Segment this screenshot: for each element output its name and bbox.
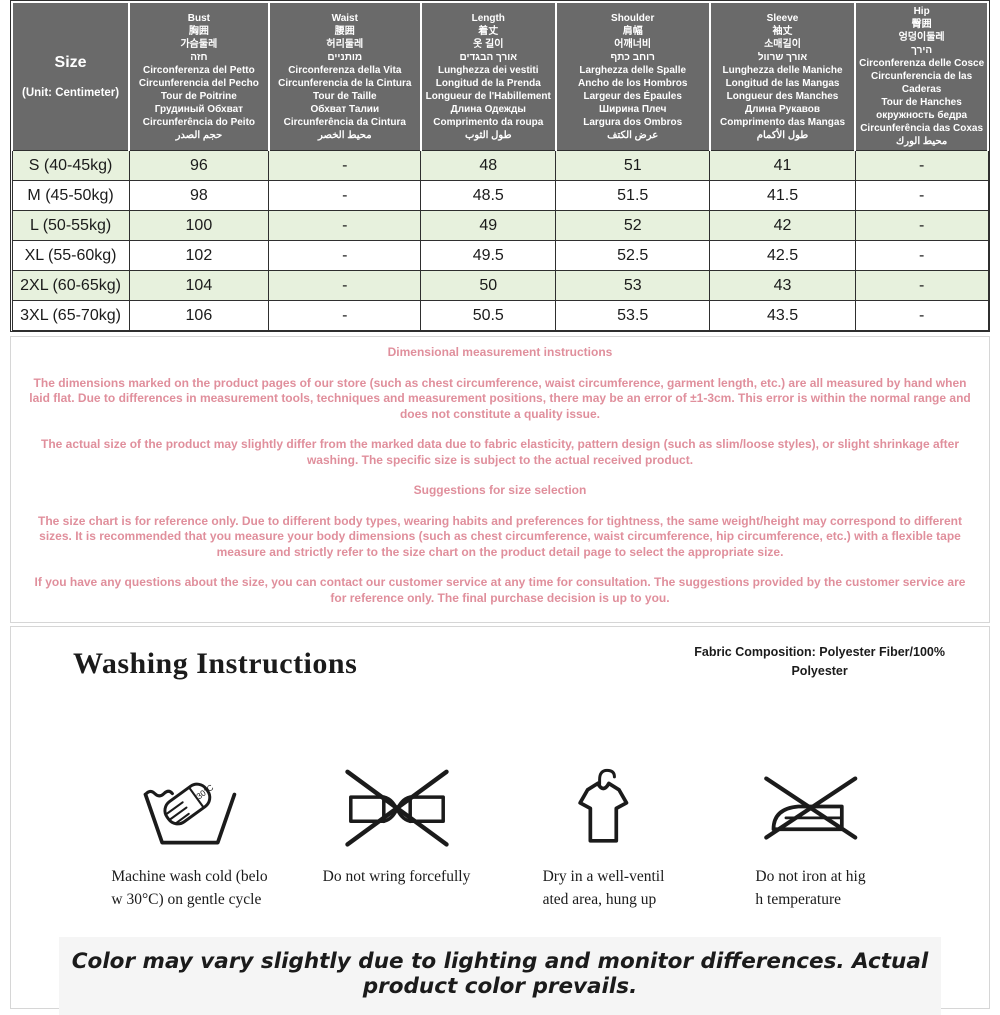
table-row-s: S (40-45kg) 96 - 48 51 41 -	[11, 150, 989, 181]
size-selection-paragraph: If you have any questions about the size…	[34, 575, 966, 605]
size-header-title: Size	[54, 53, 87, 71]
bust-cell: 102	[128, 240, 270, 271]
size-header-cell: Size (Unit: Centimeter)	[10, 1, 131, 151]
waist-cell: -	[268, 150, 422, 181]
measurement-note-paragraph: The dimensions marked on the product pag…	[29, 375, 971, 421]
bust-cell: 98	[128, 180, 270, 211]
table-row-m: M (45-50kg) 98 - 48.5 51.5 41.5 -	[11, 180, 989, 211]
size-cell: 2XL (60-65kg)	[11, 270, 130, 301]
care-icons-row: 30°C Machine wash cold (belo w 30°C) on …	[31, 763, 969, 911]
hip-cell: -	[854, 150, 989, 181]
hip-cell: -	[854, 300, 989, 331]
shoulder-cell: 53.5	[555, 300, 711, 331]
measurement-note-paragraph: The actual size of the product may sligh…	[41, 437, 959, 467]
fabric-composition: Fabric Composition: Polyester Fiber/100%…	[694, 645, 945, 678]
column-header-sleeve: Sleeve 袖丈 소매길이 אורך שרוול Lunghezza dell…	[708, 1, 857, 151]
care-item-hang-dry: Dry in a well-ventil ated area, hung up	[500, 763, 707, 911]
hip-cell: -	[854, 240, 989, 271]
care-item-no-iron: Do not iron at hig h temperature	[707, 763, 914, 911]
size-table-container: Size (Unit: Centimeter) Bust 胸囲 가슴둘레 חזה…	[10, 0, 990, 332]
waist-cell: -	[268, 270, 422, 301]
washing-instructions-title: Washing Instructions	[73, 647, 358, 680]
size-header-unit: (Unit: Centimeter)	[21, 86, 120, 99]
size-cell: 3XL (65-70kg)	[11, 300, 130, 331]
waist-cell: -	[268, 210, 422, 241]
column-header-length: Length 着丈 옷 길이 אורך הבגדים Lunghezza dei…	[419, 1, 557, 151]
care-label-machine-wash: Machine wash cold (belo w 30°C) on gentl…	[111, 868, 268, 908]
waist-cell: -	[268, 300, 422, 331]
bust-cell: 106	[128, 300, 270, 331]
column-header-bust: Bust 胸囲 가슴둘레 חזה Circonferenza del Petto…	[128, 1, 270, 151]
care-item-no-wring: Do not wring forcefully	[293, 763, 500, 911]
length-cell: 49	[420, 210, 557, 241]
size-cell: S (40-45kg)	[11, 150, 130, 181]
size-selection-heading: Suggestions for size selection	[413, 483, 587, 497]
bust-cell: 96	[128, 150, 270, 181]
shoulder-cell: 51.5	[555, 180, 711, 211]
sleeve-cell: 43.5	[709, 300, 856, 331]
length-cell: 50	[420, 270, 557, 301]
color-disclaimer-text: Color may vary slightly due to lighting …	[71, 949, 929, 999]
length-cell: 48.5	[420, 180, 557, 211]
sleeve-cell: 42	[709, 210, 856, 241]
hip-cell: -	[854, 270, 989, 301]
shoulder-cell: 51	[555, 150, 711, 181]
size-cell: L (50-55kg)	[11, 210, 130, 241]
column-header-shoulder: Shoulder 肩幅 어깨너비 רוחב כתף Larghezza dell…	[554, 1, 711, 151]
hip-cell: -	[854, 210, 989, 241]
length-cell: 50.5	[420, 300, 557, 331]
waist-cell: -	[268, 240, 422, 271]
length-cell: 48	[420, 150, 557, 181]
do-not-iron-icon	[763, 776, 858, 840]
table-row-xl: XL (55-60kg) 102 - 49.5 52.5 42.5 -	[11, 240, 989, 271]
washing-instructions-section: Washing Instructions Fabric Composition:…	[10, 626, 990, 1015]
shoulder-cell: 52	[555, 210, 711, 241]
size-cell: M (45-50kg)	[11, 180, 130, 211]
bust-cell: 104	[128, 270, 270, 301]
shoulder-cell: 52.5	[555, 240, 711, 271]
shoulder-cell: 53	[555, 270, 711, 301]
do-not-wring-icon	[344, 769, 449, 847]
care-item-machine-wash: 30°C Machine wash cold (belo w 30°C) on …	[86, 763, 293, 911]
table-header-row: Size (Unit: Centimeter) Bust 胸囲 가슴둘레 חזה…	[10, 1, 989, 151]
sleeve-cell: 41	[709, 150, 856, 181]
measurement-instructions-heading: Dimensional measurement instructions	[387, 345, 613, 359]
table-row-2xl: 2XL (60-65kg) 104 - 50 53 43 -	[11, 270, 989, 301]
hand-wash-30-icon: 30°C	[143, 782, 236, 845]
hang-dry-icon	[578, 768, 629, 843]
table-row-3xl: 3XL (65-70kg) 106 - 50.5 53.5 43.5 -	[11, 300, 989, 331]
waist-cell: -	[268, 180, 422, 211]
sleeve-cell: 42.5	[709, 240, 856, 271]
size-table: Size (Unit: Centimeter) Bust 胸囲 가슴둘레 חזה…	[10, 1, 989, 331]
hip-cell: -	[854, 180, 989, 211]
sleeve-cell: 43	[709, 270, 856, 301]
color-disclaimer-band: Color may vary slightly due to lighting …	[59, 937, 941, 1015]
sleeve-cell: 41.5	[709, 180, 856, 211]
care-label-no-wring: Do not wring forcefully	[322, 868, 471, 885]
column-header-waist: Waist 腰囲 허리둘레 מותניים Circonferenza dell…	[267, 1, 422, 151]
size-cell: XL (55-60kg)	[11, 240, 130, 271]
washing-header: Washing Instructions Fabric Composition:…	[31, 641, 969, 681]
care-label-no-iron: Do not iron at hig h temperature	[755, 868, 866, 908]
column-header-hip: Hip 臀囲 엉덩이둘레 הירך Circonferenza delle Co…	[854, 1, 989, 151]
table-row-l: L (50-55kg) 100 - 49 52 42 -	[11, 210, 989, 241]
care-label-hang-dry: Dry in a well-ventil ated area, hung up	[542, 868, 665, 908]
measurement-notes-section: Dimensional measurement instructions The…	[10, 336, 990, 623]
size-selection-paragraph: The size chart is for reference only. Du…	[38, 513, 962, 559]
bust-cell: 100	[128, 210, 270, 241]
length-cell: 49.5	[420, 240, 557, 271]
